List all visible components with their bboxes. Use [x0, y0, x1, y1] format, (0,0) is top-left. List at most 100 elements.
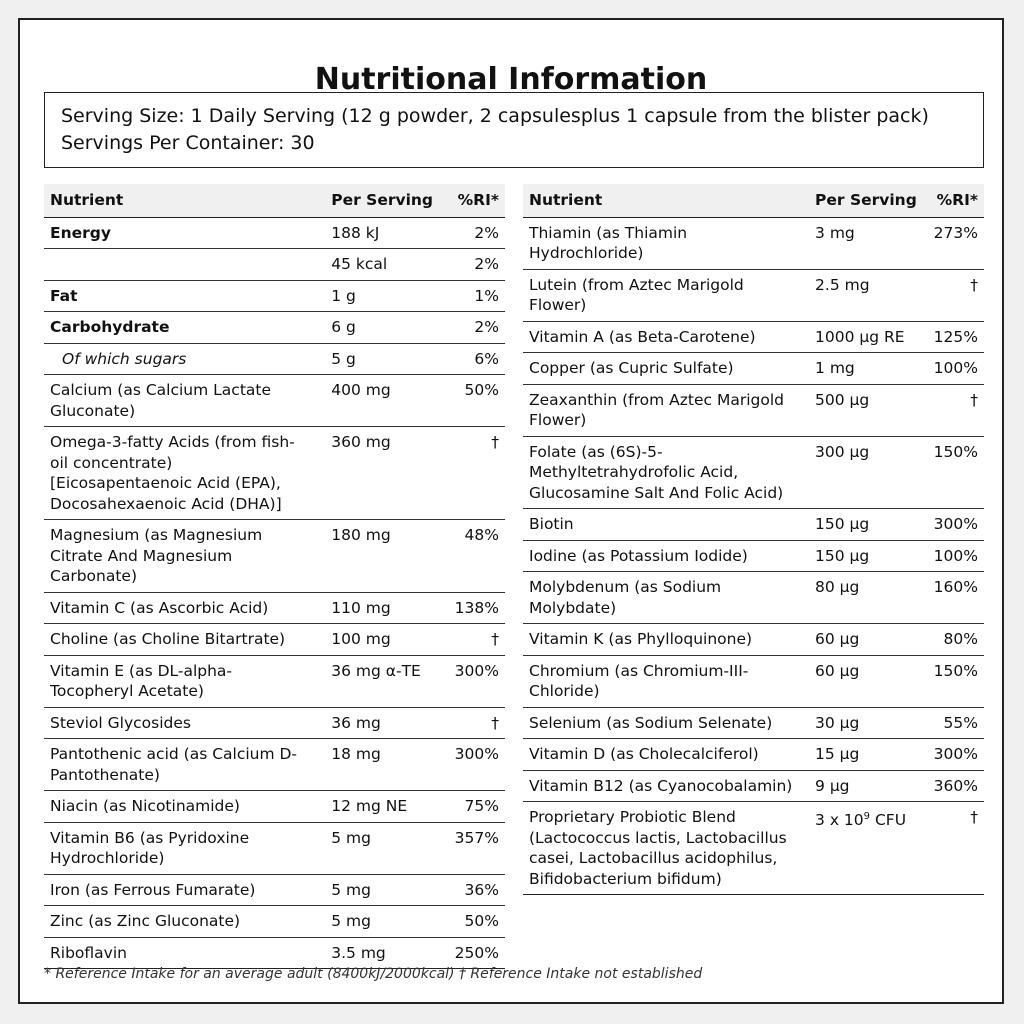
ri-value: † [922, 801, 984, 895]
table-header-row: Nutrient Per Serving %RI* [523, 184, 984, 218]
table-row: Vitamin B6 (as Pyridoxine Hydrochloride)… [44, 822, 505, 875]
nutrient-name: Vitamin K (as Phylloquinone) [523, 623, 802, 656]
nutrient-name: Vitamin C (as Ascorbic Acid) [44, 592, 318, 624]
ri-value: 150% [922, 655, 984, 708]
table-row: Carbohydrate 6 g 2% [44, 311, 505, 344]
table-row: Molybdenum (as Sodium Molybdate) 80 µg 160… [523, 571, 984, 624]
nutrient-name: Carbohydrate [44, 311, 318, 344]
per-serving-value: 1 mg [801, 352, 923, 385]
per-serving-value: 15 µg [801, 738, 923, 771]
table-row: Thiamin (as Thiamin Hydrochloride) 3 mg 27… [523, 217, 984, 270]
nutrient-name: Lutein (from Aztec Marigold Flower) [523, 269, 802, 322]
table-row: 45 kcal 2% [44, 248, 505, 281]
per-serving-value: 60 µg [801, 623, 923, 656]
table-row: Vitamin B12 (as Cyanocobalamin) 9 µg 360% [523, 770, 984, 802]
ri-value: 300% [922, 738, 984, 771]
ri-value: 125% [922, 321, 984, 353]
nutrient-name: Chromium (as Chromium-III-Chloride) [523, 655, 802, 708]
per-serving-value: 150 µg [801, 540, 923, 572]
table-row: Riboflavin 3.5 mg 250% [44, 937, 505, 969]
ri-value: 273% [922, 217, 984, 270]
per-serving-value: 5 mg [317, 874, 440, 906]
ri-value: 80% [922, 623, 984, 656]
per-serving-value: 300 µg [801, 436, 923, 509]
ri-value: † [922, 384, 984, 437]
per-serving-value: 36 mg [317, 707, 440, 739]
ri-value: 75% [439, 790, 505, 823]
table-row: Iron (as Ferrous Fumarate) 5 mg 36% [44, 874, 505, 906]
serving-info-box: Serving Size: 1 Daily Serving (12 g powd… [44, 92, 984, 168]
table-row: Biotin 150 µg 300% [523, 508, 984, 541]
servings-per-container: Servings Per Container: 30 [61, 132, 315, 154]
per-serving-value: 100 mg [317, 623, 440, 656]
ri-value: 1% [439, 280, 505, 312]
nutrient-name: Thiamin (as Thiamin Hydrochloride) [523, 217, 802, 270]
ri-value: 160% [922, 571, 984, 624]
nutrient-name: Choline (as Choline Bitartrate) [44, 623, 318, 656]
header-per-serving: Per Serving [317, 184, 440, 218]
per-serving-value: 9 µg [801, 770, 923, 802]
header-nutrient: Nutrient [44, 184, 318, 218]
table-row: Choline (as Choline Bitartrate) 100 mg † [44, 623, 505, 656]
ri-value: 6% [439, 343, 505, 375]
ri-value: 50% [439, 374, 505, 427]
nutrient-name: Energy [44, 217, 318, 249]
table-row: Vitamin E (as DL-alpha-Tocopheryl Acetat… [44, 655, 505, 708]
per-serving-value: 30 µg [801, 707, 923, 739]
nutrient-name: Vitamin A (as Beta-Carotene) [523, 321, 802, 353]
table-row: Fat 1 g 1% [44, 280, 505, 312]
serving-size: Serving Size: 1 Daily Serving (12 g powd… [61, 105, 929, 127]
table-row: Pantothenic acid (as Calcium D-Pantothen… [44, 738, 505, 791]
nutrient-name: Riboflavin [44, 937, 318, 969]
table-row: Vitamin A (as Beta-Carotene) 1000 µg RE 12… [523, 321, 984, 353]
table-row: Zeaxanthin (from Aztec Marigold Flower) 5… [523, 384, 984, 437]
ri-value: 100% [922, 540, 984, 572]
per-serving-value: 110 mg [317, 592, 440, 624]
per-serving-value: 5 mg [317, 905, 440, 938]
table-row: Zinc (as Zinc Gluconate) 5 mg 50% [44, 905, 505, 938]
per-serving-value: 400 mg [317, 374, 440, 427]
nutrient-name: Molybdenum (as Sodium Molybdate) [523, 571, 802, 624]
ri-value: 2% [439, 217, 505, 249]
ri-value: 2% [439, 311, 505, 344]
table-row: Omega-3-fatty Acids (from fish-oil conce… [44, 426, 505, 520]
amount-unit: CFU [870, 811, 907, 830]
header-nutrient: Nutrient [523, 184, 802, 218]
per-serving-value: 1 g [317, 280, 440, 312]
per-serving-value: 500 µg [801, 384, 923, 437]
nutrition-panel: Nutritional Information Serving Size: 1 … [18, 18, 1004, 1004]
ri-value: 55% [922, 707, 984, 739]
table-row: Steviol Glycosides 36 mg † [44, 707, 505, 739]
ri-value: 100% [922, 352, 984, 385]
ri-value: 300% [922, 508, 984, 541]
ri-value: 36% [439, 874, 505, 906]
per-serving-value: 45 kcal [317, 248, 440, 281]
nutrient-name: Zeaxanthin (from Aztec Marigold Flower) [523, 384, 802, 437]
table-row: Calcium (as Calcium Lactate Gluconate) 40… [44, 374, 505, 427]
table-row: Magnesium (as Magnesium Citrate And Magn… [44, 519, 505, 593]
per-serving-value: 188 kJ [317, 217, 440, 249]
ri-value: 48% [439, 519, 505, 593]
per-serving-value: 5 g [317, 343, 440, 375]
ri-value: † [439, 707, 505, 739]
ri-value: † [439, 426, 505, 520]
per-serving-value: 150 µg [801, 508, 923, 541]
per-serving-value: 36 mg α-TE [317, 655, 440, 708]
nutrient-name: Vitamin E (as DL-alpha-Tocopheryl Acetat… [44, 655, 318, 708]
nutrient-name: Fat [44, 280, 318, 312]
nutrient-name: Copper (as Cupric Sulfate) [523, 352, 802, 385]
nutrient-name: Biotin [523, 508, 802, 541]
table-row: Proprietary Probiotic Blend (Lactococcus… [523, 801, 984, 895]
table-row: Chromium (as Chromium-III-Chloride) 60 µg… [523, 655, 984, 708]
header-ri: %RI* [439, 184, 505, 218]
nutrient-table-left: Nutrient Per Serving %RI* Energy 188 kJ 2%… [44, 184, 505, 969]
amount-exponent: 9 [863, 811, 871, 822]
ri-value: 360% [922, 770, 984, 802]
ri-value: 2% [439, 248, 505, 281]
table-row: Iodine (as Potassium Iodide) 150 µg 100% [523, 540, 984, 572]
header-per-serving: Per Serving [801, 184, 923, 218]
table-row: Niacin (as Nicotinamide) 12 mg NE 75% [44, 790, 505, 823]
per-serving-value: 180 mg [317, 519, 440, 593]
ri-value: 50% [439, 905, 505, 938]
nutrient-name: Of which sugars [44, 343, 318, 375]
